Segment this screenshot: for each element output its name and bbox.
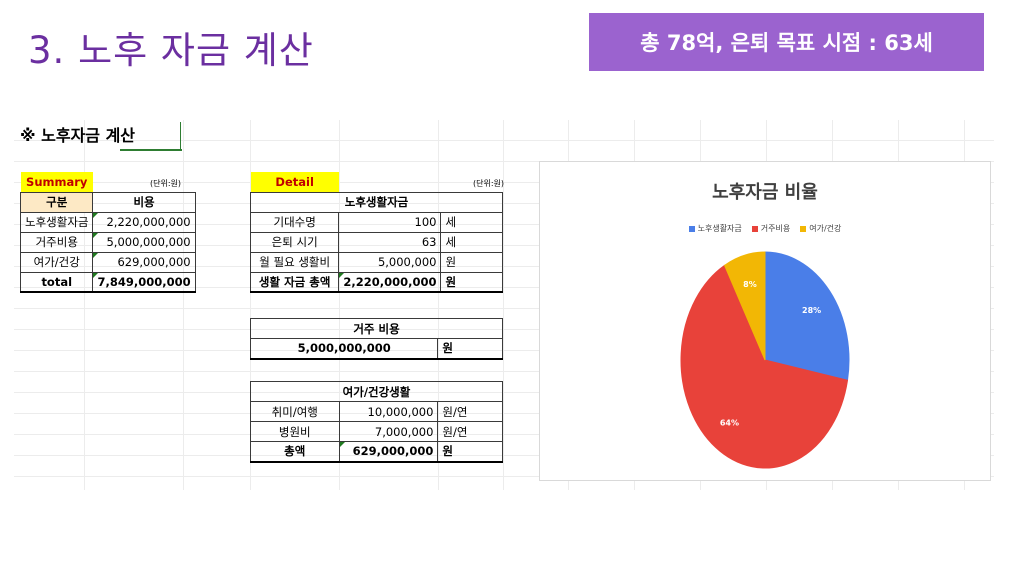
detail-unit-label: (단위:원) — [473, 179, 505, 188]
detail-row-unit[interactable]: 원 — [440, 271, 503, 293]
pie-slice-1[interactable] — [680, 264, 849, 469]
detail-leisure-table: 여가/건강생활 취미/여행 10,000,000 원/연 병원비 7,000,0… — [250, 381, 503, 463]
legend-label: 거주비용 — [760, 224, 791, 233]
detail-row-unit[interactable]: 원/연 — [437, 401, 503, 422]
table-row: 월 필요 생활비 5,000,000 원 — [249, 251, 503, 273]
pie-slice-0[interactable] — [764, 251, 850, 381]
table-row: 총액 629,000,000 원 — [250, 441, 503, 462]
chart-title: 노후자금 비율 — [712, 182, 818, 203]
summary-row-value[interactable]: 5,000,000,000 — [92, 231, 196, 253]
detail-label[interactable]: Detail — [250, 172, 339, 192]
pie-slice-2[interactable] — [723, 251, 766, 361]
detail-row-name[interactable]: 취미/여행 — [250, 401, 340, 422]
detail-row-unit[interactable]: 세 — [440, 211, 503, 233]
summary-label[interactable]: Summary — [20, 172, 93, 192]
table-row: 취미/여행 10,000,000 원/연 — [250, 401, 503, 422]
summary-row-name[interactable]: 여가/건강 — [19, 251, 94, 273]
detail-row-name[interactable]: 병원비 — [250, 421, 340, 442]
table-row: 거주비용 5,000,000,000 — [19, 231, 196, 253]
chart-legend: 노후생활자금 거주비용 여가/건강 — [540, 223, 990, 234]
summary-header-cost[interactable]: 비용 — [92, 191, 196, 213]
table-row: 생활 자금 총액 2,220,000,000 원 — [249, 271, 503, 293]
detail-row-name[interactable]: 총액 — [250, 441, 340, 462]
table-row: total 7,849,000,000 — [19, 271, 196, 293]
summary-banner: 총 78억, 은퇴 목표 시점 : 63세 — [589, 13, 984, 71]
legend-swatch-leisure — [800, 225, 807, 232]
table-row: 기대수명 100 세 — [249, 211, 503, 233]
summary-row-name[interactable]: 노후생활자금 — [19, 211, 94, 233]
legend-swatch-living — [688, 225, 695, 232]
pie-svg: 28% 64% 8% — [680, 251, 850, 469]
legend-item: 거주비용 — [751, 223, 791, 234]
summary-total-value[interactable]: 7,849,000,000 — [92, 271, 196, 293]
detail-housing-unit[interactable]: 원 — [437, 338, 503, 359]
summary-unit-label: (단위:원) — [150, 179, 182, 188]
table-row: 노후생활자금 2,220,000,000 — [19, 211, 196, 233]
legend-label: 노후생활자금 — [697, 224, 742, 233]
summary-row-value[interactable]: 629,000,000 — [92, 251, 196, 273]
detail-row-value[interactable]: 2,220,000,000 — [338, 271, 442, 293]
detail-housing-header[interactable]: 거주 비용 — [250, 318, 503, 339]
table-row: 여가/건강 629,000,000 — [19, 251, 196, 273]
legend-item: 노후생활자금 — [688, 223, 742, 234]
pie-data-label: 64% — [720, 418, 739, 427]
summary-total-label[interactable]: total — [19, 271, 94, 293]
detail-row-unit[interactable]: 세 — [440, 231, 503, 253]
summary-row-name[interactable]: 거주비용 — [19, 231, 94, 253]
detail-housing-value[interactable]: 5,000,000,000 — [249, 338, 439, 359]
detail-row-unit[interactable]: 원 — [440, 251, 503, 273]
detail-row-value[interactable]: 5,000,000 — [338, 251, 442, 273]
detail-row-value[interactable]: 629,000,000 — [338, 441, 439, 462]
cell-selection-border — [120, 149, 182, 151]
detail-leisure-header[interactable]: 여가/건강생활 — [250, 381, 503, 402]
table-row: 은퇴 시기 63 세 — [249, 231, 503, 253]
pie-data-label: 8% — [743, 280, 757, 289]
detail-living-header[interactable]: 노후생활자금 — [250, 191, 503, 213]
section-title: ※ 노후자금 계산 — [20, 126, 136, 145]
detail-row-name[interactable]: 기대수명 — [249, 211, 340, 233]
legend-label: 여가/건강 — [809, 224, 842, 233]
legend-swatch-housing — [751, 225, 758, 232]
detail-row-name[interactable]: 은퇴 시기 — [249, 231, 340, 253]
pie-data-label: 28% — [802, 306, 821, 315]
detail-row-unit[interactable]: 원/연 — [437, 421, 503, 442]
detail-living-table: Detail 노후생활자금 기대수명 100 세 은퇴 시기 63 세 월 필요… — [249, 172, 503, 293]
table-row: 병원비 7,000,000 원/연 — [250, 421, 503, 442]
detail-row-name[interactable]: 생활 자금 총액 — [249, 271, 340, 293]
summary-row-value[interactable]: 2,220,000,000 — [92, 211, 196, 233]
legend-item: 여가/건강 — [800, 223, 841, 234]
cell-selection-border — [180, 122, 181, 150]
table-row: 5,000,000,000 원 — [249, 338, 503, 359]
detail-row-value[interactable]: 100 — [338, 211, 442, 233]
detail-housing-table: 거주 비용 5,000,000,000 원 — [249, 318, 503, 360]
detail-row-value[interactable]: 63 — [338, 231, 442, 253]
slide-title: 3. 노후 자금 계산 — [28, 29, 314, 72]
summary-table: Summary 구분 비용 노후생활자금 2,220,000,000 거주비용 … — [19, 172, 196, 293]
detail-row-name[interactable]: 월 필요 생활비 — [249, 251, 340, 273]
summary-header-category[interactable]: 구분 — [19, 191, 94, 213]
detail-row-value[interactable]: 10,000,000 — [338, 401, 439, 422]
pie-chart[interactable]: 노후자금 비율 노후생활자금 거주비용 여가/건강 28% 64% 8% — [539, 161, 991, 481]
detail-row-value[interactable]: 7,000,000 — [338, 421, 439, 442]
detail-row-unit[interactable]: 원 — [437, 441, 503, 462]
